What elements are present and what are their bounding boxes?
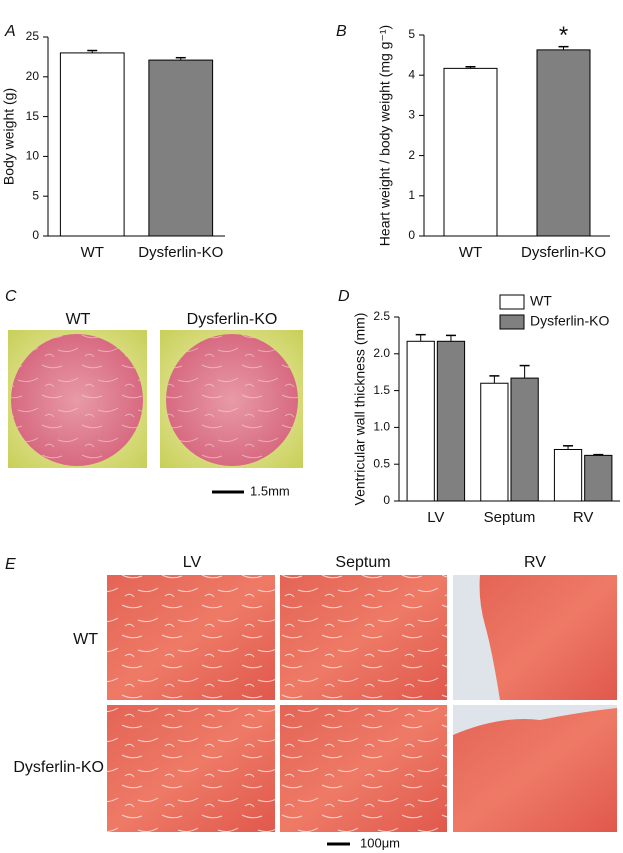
- legend-swatch: [499, 294, 525, 310]
- legend-label: WT: [530, 293, 552, 309]
- row-label: WT: [73, 631, 98, 648]
- histology-texture: [107, 705, 275, 832]
- x-tick-label: Dysferlin-KO: [521, 244, 606, 261]
- y-tick-label: 10: [26, 149, 40, 163]
- y-axis-label: Body weight (g): [1, 88, 17, 185]
- heart-texture: [11, 334, 143, 466]
- bar: [480, 382, 509, 502]
- bar: [148, 59, 214, 237]
- y-tick-label: 1.5: [373, 383, 390, 397]
- y-tick-label: 20: [26, 69, 40, 83]
- bar: [443, 67, 498, 237]
- bar: [536, 49, 591, 237]
- y-tick-label: 4: [408, 67, 415, 81]
- significance-marker: *: [559, 22, 568, 49]
- y-tick-label: 2.0: [373, 346, 390, 360]
- y-tick-label: 5: [408, 27, 415, 41]
- bar: [510, 377, 539, 502]
- y-tick-label: 0: [383, 493, 390, 507]
- y-axis-label: Ventricular wall thickness (mm): [352, 313, 368, 506]
- x-tick-label: WT: [81, 244, 104, 261]
- heart-texture: [166, 334, 298, 466]
- y-tick-label: 2.5: [373, 309, 390, 323]
- y-tick-label: 1: [408, 188, 415, 202]
- bar: [436, 340, 466, 502]
- x-tick-label: Dysferlin-KO: [138, 244, 223, 261]
- column-label: Septum: [335, 554, 390, 571]
- column-label: LV: [183, 554, 202, 571]
- column-label: RV: [524, 554, 546, 571]
- bar: [553, 448, 583, 502]
- x-tick-label: LV: [427, 509, 444, 526]
- bar: [59, 52, 125, 237]
- x-tick-label: RV: [573, 509, 594, 526]
- panel-label: D: [338, 288, 350, 305]
- histology-texture: [280, 705, 447, 832]
- image-title: Dysferlin-KO: [187, 311, 278, 328]
- scale-label: 1.5mm: [250, 483, 290, 498]
- y-tick-label: 0: [32, 228, 39, 242]
- bar: [406, 340, 435, 502]
- histology-tissue: [479, 575, 617, 700]
- x-tick-label: Septum: [484, 509, 536, 526]
- y-tick-label: 3: [408, 108, 415, 122]
- panel-label: B: [336, 23, 347, 40]
- y-axis-label: Heart weight / body weight (mg g⁻¹): [377, 25, 393, 246]
- y-tick-label: 5: [32, 188, 39, 202]
- x-tick-label: WT: [459, 244, 482, 261]
- panel-label: C: [5, 288, 17, 305]
- y-tick-label: 2: [408, 148, 415, 162]
- legend-label: Dysferlin-KO: [530, 313, 609, 329]
- histology-tissue: [453, 708, 617, 832]
- bar: [584, 454, 613, 502]
- panel-label: A: [4, 23, 16, 40]
- y-tick-label: 0: [408, 228, 415, 242]
- panel-label: E: [5, 556, 16, 573]
- y-tick-label: 25: [26, 29, 40, 43]
- scale-label: 100μm: [360, 835, 400, 850]
- y-tick-label: 15: [26, 109, 40, 123]
- histology-texture: [280, 575, 447, 700]
- image-title: WT: [66, 311, 91, 328]
- histology-texture: [107, 575, 275, 700]
- legend-swatch: [499, 314, 525, 330]
- y-tick-label: 1.0: [373, 420, 390, 434]
- row-label: Dysferlin-KO: [13, 759, 104, 776]
- histology-grid: [107, 575, 617, 832]
- y-tick-label: 0.5: [373, 456, 390, 470]
